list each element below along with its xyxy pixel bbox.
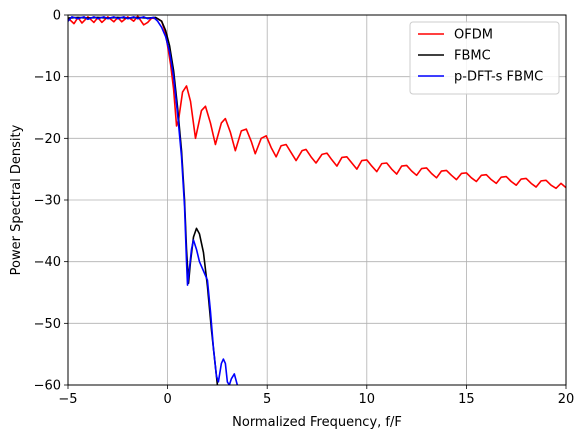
y-tick-label: −10 <box>34 70 61 85</box>
x-tick-label: 10 <box>359 392 376 407</box>
legend-box <box>409 21 560 95</box>
series-line-fbmc <box>68 16 219 385</box>
legend-label-fbmc: FBMC <box>454 49 491 64</box>
series-line-p-dft-s-fbmc <box>68 16 239 385</box>
y-tick-label: 0 <box>53 9 61 24</box>
x-tick-label: 5 <box>263 392 271 407</box>
legend-label-p-dft-s-fbmc: p-DFT-s FBMC <box>454 70 543 85</box>
x-tick-label: 15 <box>458 392 475 407</box>
x-tick-label: 0 <box>163 392 171 407</box>
y-axis-label: Power Spectral Density <box>9 124 24 275</box>
ticks: −5 0 5 10 15 20−60−50−40−30−20−100 <box>34 9 575 408</box>
y-tick-label: −40 <box>34 255 61 270</box>
x-axis-label: Normalized Frequency, f/F <box>232 415 402 430</box>
legend: OFDM FBMC p-DFT-s FBMC <box>409 21 560 95</box>
y-tick-label: −60 <box>34 379 61 394</box>
x-tick-label: −5 <box>58 392 77 407</box>
y-tick-label: −30 <box>34 194 61 209</box>
series-layer <box>68 15 566 385</box>
y-tick-label: −20 <box>34 132 61 147</box>
y-tick-label: −50 <box>34 317 61 332</box>
x-tick-label: 20 <box>558 392 575 407</box>
legend-label-ofdm: OFDM <box>454 28 493 43</box>
